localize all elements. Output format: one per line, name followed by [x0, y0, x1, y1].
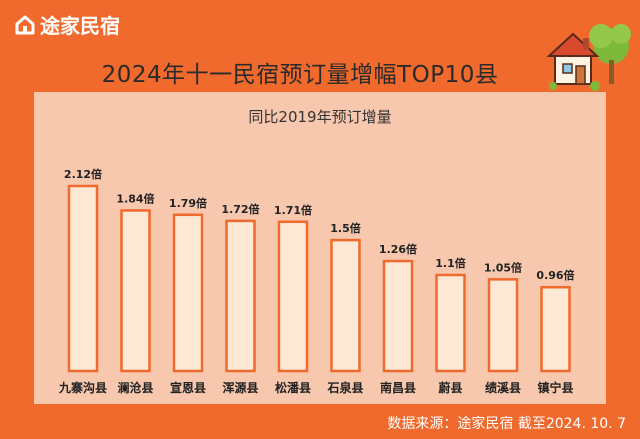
data-source: 数据来源：途家民宿 截至2024. 10. 7: [387, 416, 626, 432]
category-label: 澜沧县: [117, 380, 153, 395]
bar: [540, 285, 571, 373]
bar-value-label: 1.79倍: [169, 196, 207, 210]
bar: [330, 238, 361, 373]
bar-value-label: 1.26倍: [379, 242, 417, 256]
category-label: 宣恩县: [170, 380, 206, 395]
bar: [487, 278, 519, 373]
brand-logo: 途家民宿: [14, 10, 120, 39]
category-label: 九寨沟县: [58, 380, 107, 395]
bar-value-label: 1.1倍: [435, 256, 466, 270]
bar-value-label: 1.72倍: [221, 202, 259, 216]
bar: [435, 273, 466, 373]
bar: [382, 259, 414, 373]
category-label: 南昌县: [380, 380, 416, 395]
bar-value-label: 2.12倍: [64, 167, 102, 181]
bar-value-label: 0.96倍: [536, 268, 574, 282]
chart-title: 2024年十一民宿预订量增幅TOP10县: [101, 62, 499, 88]
bar-value-label: 1.05倍: [484, 260, 522, 274]
category-label: 浑源县: [222, 380, 258, 395]
bar: [67, 184, 99, 373]
bar: [120, 209, 151, 373]
chart-subtitle: 同比2019年预订增量: [248, 108, 392, 126]
house-with-tree-icon: [543, 20, 635, 96]
bar: [277, 220, 309, 373]
category-label: 蔚县: [438, 380, 462, 395]
brand-name: 途家民宿: [40, 14, 120, 38]
bar-value-label: 1.84倍: [116, 191, 154, 205]
category-label: 石泉县: [326, 380, 363, 395]
category-label: 镇宁县: [537, 380, 573, 395]
category-label: 松潘县: [275, 380, 311, 395]
category-label: 绩溪县: [485, 380, 521, 395]
bar-value-label: 1.71倍: [274, 203, 312, 217]
tujia-house-logo-icon: [15, 15, 35, 34]
bar-value-label: 1.5倍: [330, 221, 361, 235]
bar: [225, 219, 256, 373]
bar: [172, 213, 204, 373]
